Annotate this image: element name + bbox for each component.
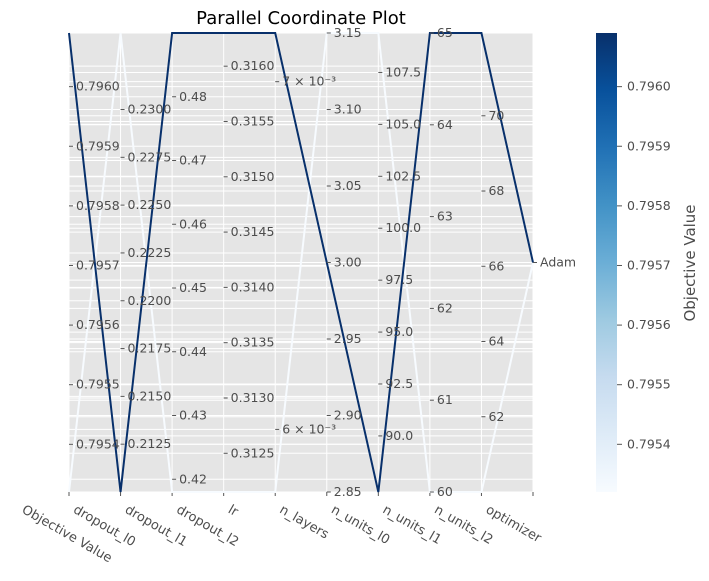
tick-label: 64	[488, 334, 504, 349]
tick-label: 0.42	[179, 471, 207, 486]
tick-label: 2.90	[334, 408, 362, 423]
tick-label: 60	[437, 484, 453, 499]
tick-label: 61	[437, 392, 453, 407]
tick-label: 0.2275	[128, 149, 172, 164]
parallel-axes: Objective Valuedropout_l0dropout_l1dropo…	[19, 492, 544, 566]
colorbar-tick-label: 0.7957	[627, 257, 671, 272]
tick-label: Adam	[540, 255, 576, 270]
tick-label: 0.46	[179, 216, 207, 231]
colorbar-label: Objective Value	[681, 204, 699, 321]
axis-ticks: 0.7954 0.7955 0.7956 0.7957 0.7958 0.7959 0.79…	[69, 25, 576, 499]
colorbar-tick-label: 0.7958	[627, 198, 671, 213]
tick-label: 2.95	[334, 331, 362, 346]
tick-label: 3.10	[334, 102, 362, 117]
tick-label: 0.3125	[231, 445, 275, 460]
axis-label-lr: lr	[225, 502, 241, 520]
colorbar-tick-label: 0.7954	[627, 436, 671, 451]
tick-label: 0.44	[179, 344, 207, 359]
tick-label: 6 × 10⁻³	[282, 421, 336, 436]
tick-label: 0.7956	[76, 317, 120, 332]
tick-label: 70	[488, 108, 504, 123]
tick-label: 0.7958	[76, 198, 120, 213]
tick-label: 3.15	[334, 25, 362, 40]
tick-label: 107.5	[385, 64, 421, 79]
tick-label: 0.45	[179, 280, 207, 295]
tick-label: 0.3160	[231, 58, 275, 73]
tick-label: 0.3155	[231, 113, 275, 128]
tick-label: 0.7955	[76, 377, 120, 392]
colorbar-tick-label: 0.7955	[627, 377, 671, 392]
axis-label-n-layers: n_layers	[277, 502, 332, 542]
colorbar-gradient	[596, 33, 617, 492]
tick-label: 95.0	[385, 324, 413, 339]
tick-label: 100.0	[385, 220, 421, 235]
tick-label: 102.5	[385, 168, 421, 183]
tick-label: 62	[437, 300, 453, 315]
tick-label: 2.85	[334, 484, 362, 499]
trial-lines	[68, 32, 534, 493]
tick-label: 0.7960	[76, 79, 120, 94]
tick-label: 0.7959	[76, 138, 120, 153]
tick-label: 62	[488, 409, 504, 424]
tick-label: 66	[488, 258, 504, 273]
tick-label: 0.2150	[128, 388, 172, 403]
tick-label: 0.2250	[128, 197, 172, 212]
tick-label: 0.43	[179, 408, 207, 423]
tick-label: 0.3145	[231, 224, 275, 239]
tick-label: 7 × 10⁻³	[282, 74, 336, 89]
tick-label: 0.2300	[128, 102, 172, 117]
tick-label: 92.5	[385, 376, 413, 391]
tick-label: 68	[488, 183, 504, 198]
tick-label: 0.2125	[128, 436, 172, 451]
tick-label: 64	[437, 117, 453, 132]
colorbar-tick-label: 0.7960	[627, 79, 671, 94]
colorbar-tick-label: 0.7956	[627, 317, 671, 332]
tick-label: 0.48	[179, 89, 207, 104]
tick-label: 0.7954	[76, 436, 120, 451]
axis-label-objective-value: Objective Value	[19, 502, 114, 566]
tick-label: 0.3140	[231, 279, 275, 294]
tick-label: 63	[437, 209, 453, 224]
tick-label: 0.7957	[76, 257, 120, 272]
tick-label: 0.2200	[128, 293, 172, 308]
tick-label: 3.05	[334, 178, 362, 193]
tick-label: 0.3135	[231, 335, 275, 350]
colorbar: Objective Value 0.7954 0.7955 0.7956 0.7957…	[596, 33, 699, 492]
colorbar-tick-label: 0.7959	[627, 138, 671, 153]
tick-label: 90.0	[385, 428, 413, 443]
chart-title: Parallel Coordinate Plot	[196, 8, 406, 29]
trial-line	[68, 32, 534, 493]
tick-label: 0.2225	[128, 245, 172, 260]
tick-label: 97.5	[385, 272, 413, 287]
tick-label: 3.00	[334, 255, 362, 270]
tick-label: 0.3130	[231, 390, 275, 405]
tick-label: 0.3150	[231, 169, 275, 184]
tick-label: 0.47	[179, 153, 207, 168]
tick-label: 0.2175	[128, 341, 172, 356]
tick-label: 105.0	[385, 116, 421, 131]
tick-label: 65	[437, 25, 453, 40]
